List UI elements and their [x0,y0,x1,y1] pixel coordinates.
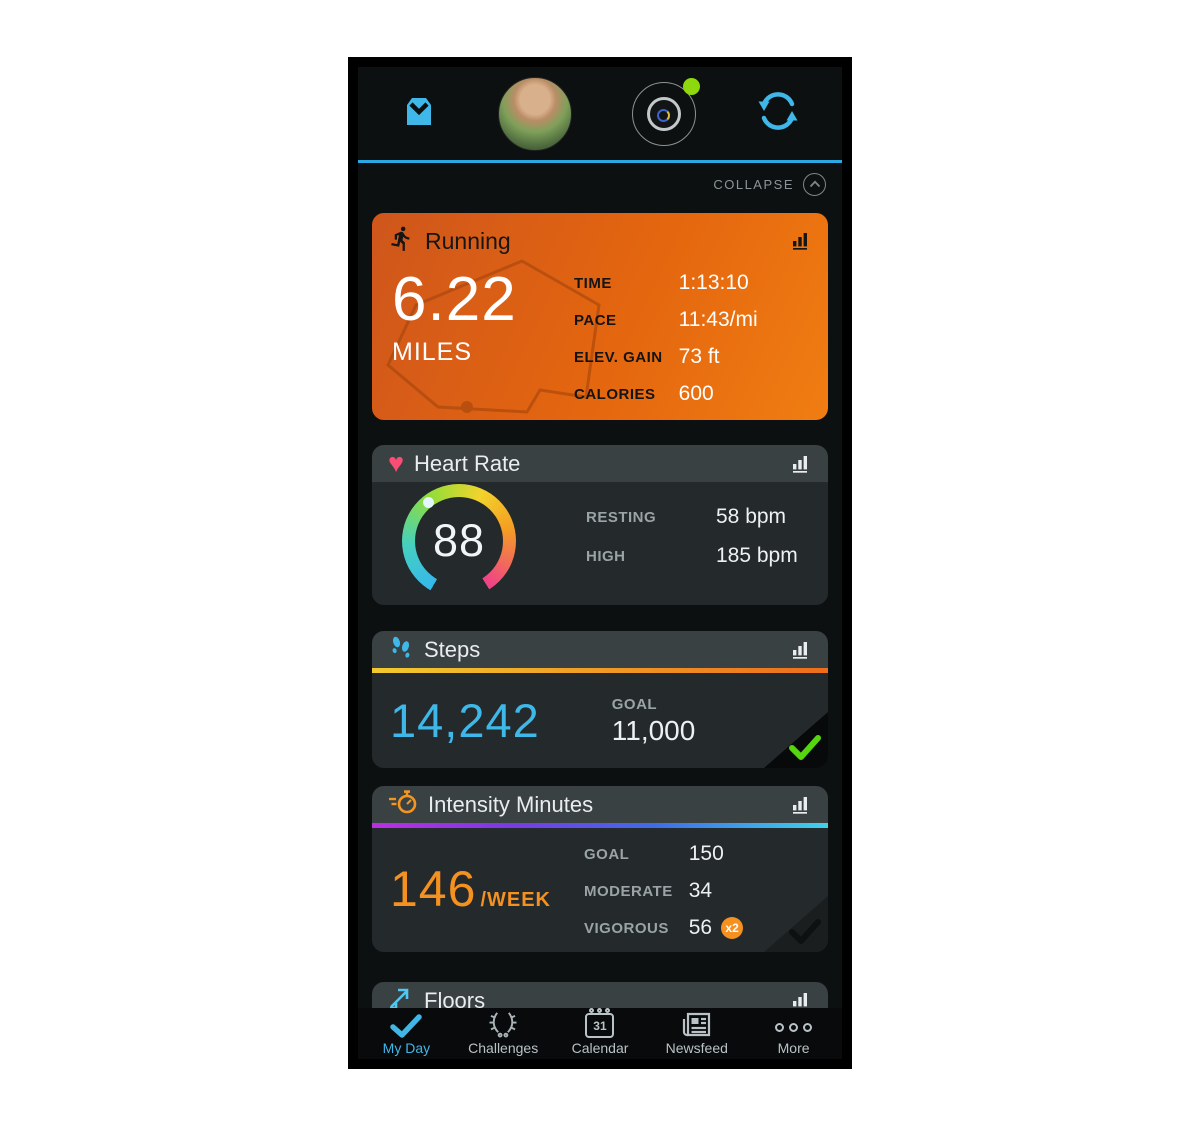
nav-label: More [777,1040,810,1056]
route-map-decoration [386,259,601,414]
collapse-label: COLLAPSE [713,176,794,192]
bar-chart-icon[interactable] [792,796,812,814]
bar-chart-icon[interactable] [792,232,812,250]
nav-label: My Day [382,1040,431,1056]
steps-value: 14,242 [390,694,540,747]
intensity-value-block: 146 /WEEK [390,860,551,918]
running-distance-unit: MILES [392,338,473,367]
nav-item-more[interactable]: More [745,1008,842,1059]
stat-label: VIGOROUS [584,919,669,937]
heart-rate-stats: RESTING 58 bpm HIGH 185 bpm [586,505,798,568]
top-bar [358,67,842,160]
running-card-title: Running [425,227,511,254]
heart-rate-gauge: 88 [402,483,516,598]
card-list: Running 6.22 [358,213,842,1008]
goal-value: 11,000 [611,715,696,746]
heart-rate-current: 88 [432,514,486,566]
intensity-progress-strip [372,823,828,828]
footsteps-icon [388,634,414,665]
stat-value: 185 bpm [716,544,798,567]
stopwatch-icon [388,789,418,820]
inbox-icon[interactable] [400,95,438,133]
goal-met-corner [764,712,828,768]
calendar-icon: 31 [585,1008,615,1038]
stat-label: CALORIES [574,385,656,403]
intensity-minutes-card[interactable]: Intensity Minutes [372,786,828,952]
collapse-control[interactable]: COLLAPSE [358,163,842,205]
bar-chart-icon[interactable] [792,992,812,1008]
phone-frame: COLLAPSE [348,57,852,1069]
scroll-content: COLLAPSE [358,163,842,1008]
stat-label: ELEV. GAIN [574,348,663,366]
nav-item-calendar[interactable]: 31 Calendar [552,1008,649,1059]
sync-icon[interactable] [756,91,800,136]
goal-check-icon-dim [789,919,821,944]
watch-face-icon [647,96,681,131]
nav-label: Calendar [571,1040,629,1056]
gauge-marker-dot [423,496,434,508]
running-distance-block: 6.22 MILES [392,267,517,406]
chevron-up-icon [803,172,826,196]
stat-value: 600 [678,382,714,405]
stat-label: RESTING [586,508,657,526]
calendar-day: 31 [593,1018,607,1033]
floors-card[interactable]: Floors [372,982,828,1008]
stat-value: 58 bpm [716,505,787,528]
stat-value: 34 [688,879,713,902]
nav-label: Challenges [468,1040,539,1056]
intensity-value: 146 [390,861,477,917]
steps-progress-strip [372,668,828,673]
profile-avatar[interactable] [498,76,572,151]
x2-badge: x2 [721,917,744,939]
stat-value: 11:43/mi [678,308,758,331]
bar-chart-icon[interactable] [792,641,812,659]
floors-card-title: Floors [424,987,486,1009]
steps-goal-block: GOAL 11,000 [612,696,696,747]
nav-item-newsfeed[interactable]: Newsfeed [648,1008,745,1059]
stat-label: PACE [574,311,617,329]
running-distance-value: 6.22 [392,265,517,334]
stat-value: 1:13:10 [678,271,749,294]
nav-label: Newsfeed [665,1040,728,1056]
runner-icon [388,225,415,257]
stat-value: 56 x2 [689,916,814,940]
intensity-stats: GOAL 150 MODERATE 34 VIGOROUS 56 x2 [584,842,814,940]
running-stats: TIME 1:13:10 PACE 11:43/mi ELEV. GAIN 73… [574,271,812,406]
stat-label: TIME [574,274,612,292]
heart-icon: ♥ [388,448,405,478]
nav-item-challenges[interactable]: Challenges [455,1008,552,1059]
topbar-divider [358,160,842,163]
nav-item-my-day[interactable]: My Day [358,1008,455,1059]
bar-chart-icon[interactable] [792,455,812,473]
app-screen: COLLAPSE [358,67,842,1059]
heart-rate-card[interactable]: ♥ Heart Rate [372,445,828,605]
stat-label: MODERATE [584,882,673,900]
stat-value: 150 [688,842,724,865]
steps-card[interactable]: Steps 14,242 [372,631,828,768]
running-card[interactable]: Running 6.22 [372,213,828,420]
steps-card-title: Steps [424,636,481,662]
intensity-card-title: Intensity Minutes [428,791,594,817]
device-icon[interactable] [632,77,700,146]
intensity-unit: /WEEK [480,889,551,911]
goal-label: GOAL [611,696,658,713]
device-connected-badge [683,77,700,95]
heart-rate-card-title: Heart Rate [414,450,521,476]
vigorous-value: 56 [688,916,713,939]
device-circle [632,81,696,146]
goal-check-icon [789,735,821,760]
check-icon [390,1010,423,1038]
more-icon [775,1010,813,1038]
stat-value: 73 ft [678,345,720,368]
newspaper-icon [681,1010,713,1038]
laurel-icon [486,1010,520,1038]
stat-label: GOAL [584,845,630,863]
stat-label: HIGH [586,547,626,565]
bottom-nav: My Day Challenges [358,1008,842,1059]
floors-icon [388,986,414,1008]
